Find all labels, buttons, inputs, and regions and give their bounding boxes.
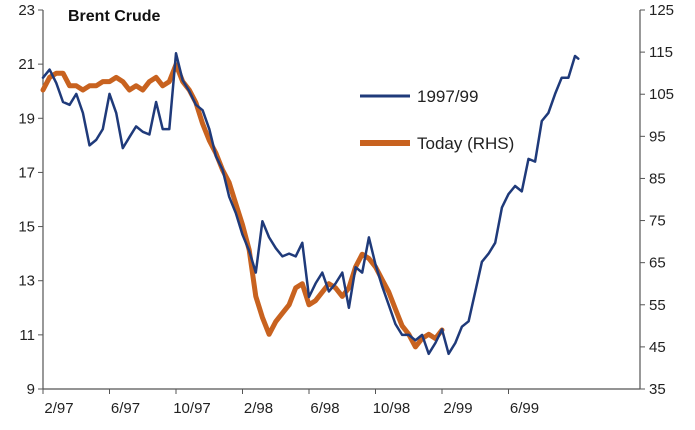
y-right-tick-label: 85 [649, 170, 666, 187]
y-right-tick-label: 45 [649, 339, 666, 356]
x-tick-label: 2/97 [44, 400, 73, 417]
y-left-tick-label: 9 [27, 381, 35, 398]
y-right-tick-label: 115 [649, 44, 673, 61]
y-left-tick-label: 11 [19, 327, 35, 344]
legend-label-today: Today (RHS) [417, 134, 514, 153]
y-left-tick-label: 19 [18, 110, 35, 127]
y-right-tick-label: 105 [649, 86, 674, 103]
legend-label-1997-99: 1997/99 [417, 87, 478, 106]
y-right-tick-label: 65 [649, 255, 666, 272]
y-left-tick-label: 23 [18, 2, 35, 19]
y-right-tick-label: 55 [649, 297, 666, 314]
y-right-tick-label: 125 [649, 2, 674, 19]
x-tick-label: 6/97 [111, 400, 140, 417]
y-right-tick-label: 95 [649, 128, 666, 145]
x-tick-label: 2/98 [244, 400, 273, 417]
plot-area: 9 11 13 15 17 19 21 23 35 45 55 65 75 85 95 105 115 125 2/… [18, 2, 674, 417]
series-line-today [40, 62, 445, 350]
y-right-tick-label: 75 [649, 213, 666, 230]
x-tick-label: 2/99 [443, 400, 472, 417]
y-left-tick-label: 21 [18, 56, 35, 73]
x-tick-label: 6/99 [510, 400, 539, 417]
y-left-tick-label: 17 [18, 164, 35, 181]
x-tick-label: 10/97 [173, 400, 211, 417]
x-tick-label: 6/98 [310, 400, 339, 417]
chart-title: Brent Crude [68, 8, 161, 25]
legend: 1997/99 Today (RHS) [360, 87, 514, 153]
y-left-tick-label: 13 [18, 273, 35, 290]
y-left-tick-label: 15 [18, 219, 35, 236]
y-right-tick-label: 35 [649, 381, 666, 398]
series-line-1997-99 [41, 52, 580, 356]
x-tick-label: 10/98 [373, 400, 411, 417]
